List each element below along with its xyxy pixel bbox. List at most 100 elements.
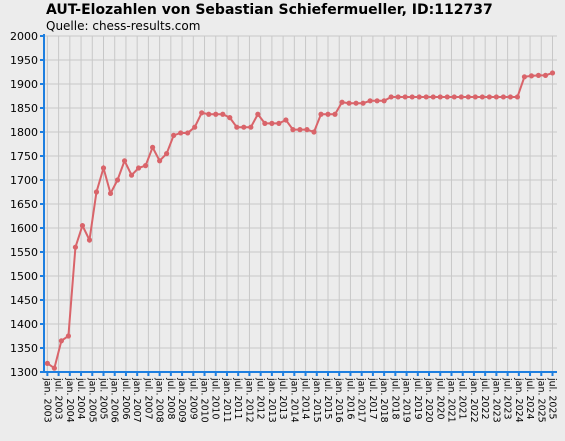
x-tick-label: jul. 2007 xyxy=(142,377,153,420)
data-point xyxy=(255,111,261,117)
data-point xyxy=(262,120,268,126)
x-tick-label: jan. 2004 xyxy=(64,377,75,423)
y-tick-label: 1300 xyxy=(10,366,38,379)
x-tick-label: jul. 2010 xyxy=(210,377,221,420)
x-tick-label: jan. 2016 xyxy=(333,377,344,423)
data-point xyxy=(220,111,226,117)
data-point xyxy=(79,223,86,229)
x-tick-label: jul. 2011 xyxy=(232,377,243,420)
x-tick-label: jul. 2014 xyxy=(300,377,311,420)
x-tick-label: jan. 2015 xyxy=(311,377,322,423)
x-tick-label: jul. 2005 xyxy=(97,377,108,420)
data-point xyxy=(479,94,485,100)
x-tick-label: jan. 2010 xyxy=(199,377,210,423)
x-tick-label: jul. 2013 xyxy=(277,377,288,420)
data-point xyxy=(423,94,429,100)
y-tick-label: 1450 xyxy=(10,294,38,307)
data-point xyxy=(388,94,394,100)
data-point xyxy=(346,100,352,106)
x-tick-label: jul. 2015 xyxy=(322,377,333,420)
data-point xyxy=(528,73,535,79)
x-tick-label: jan. 2003 xyxy=(41,377,52,423)
x-tick-label: jul. 2021 xyxy=(457,377,468,420)
x-tick-label: jan. 2012 xyxy=(243,377,254,423)
data-point xyxy=(353,100,359,106)
x-tick-label: jan. 2022 xyxy=(468,377,479,423)
x-tick-label: jul. 2003 xyxy=(53,377,64,420)
data-point xyxy=(185,130,191,136)
data-point xyxy=(142,163,149,169)
data-point xyxy=(430,94,436,100)
data-point xyxy=(367,98,373,104)
y-tick-label: 1850 xyxy=(10,102,38,115)
data-point xyxy=(86,237,93,243)
data-point xyxy=(290,127,296,133)
data-point xyxy=(227,115,233,121)
data-point xyxy=(486,94,492,100)
data-point xyxy=(297,127,303,133)
x-tick-label: jul. 2024 xyxy=(524,377,535,420)
y-tick-label: 1800 xyxy=(10,126,38,139)
data-point xyxy=(402,94,408,100)
data-point xyxy=(465,94,471,100)
y-tick-label: 1500 xyxy=(10,270,38,283)
y-tick-label: 1750 xyxy=(10,150,38,163)
data-point xyxy=(178,130,184,136)
data-point xyxy=(135,165,142,171)
x-tick-label: jan. 2023 xyxy=(490,377,501,423)
data-point xyxy=(100,165,107,171)
data-point xyxy=(374,98,380,104)
data-point xyxy=(409,94,415,100)
data-point xyxy=(199,110,205,116)
data-point xyxy=(521,74,528,80)
x-tick-label: jul. 2008 xyxy=(165,377,176,420)
y-tick-label: 1650 xyxy=(10,198,38,211)
data-point xyxy=(458,94,464,100)
chart-subtitle: Quelle: chess-results.com xyxy=(46,19,200,33)
data-point xyxy=(44,360,50,366)
data-point xyxy=(206,111,212,117)
data-point xyxy=(381,98,387,104)
data-point xyxy=(549,70,556,76)
x-tick-label: jan. 2006 xyxy=(109,377,120,423)
data-point xyxy=(318,111,324,117)
data-point xyxy=(192,124,198,130)
x-tick-label: jul. 2023 xyxy=(502,377,513,420)
data-point xyxy=(157,158,163,164)
x-tick-label: jul. 2016 xyxy=(344,377,355,420)
x-tick-label: jan. 2013 xyxy=(266,377,277,423)
x-tick-label: jan. 2019 xyxy=(401,377,412,423)
x-tick-label: jan. 2014 xyxy=(288,377,299,423)
y-tick-label: 2000 xyxy=(10,30,38,43)
data-point xyxy=(500,94,506,100)
y-tick-label: 1400 xyxy=(10,318,38,331)
x-tick-label: jan. 2005 xyxy=(86,377,97,423)
data-point xyxy=(51,365,57,371)
x-tick-label: jul. 2022 xyxy=(479,377,490,420)
x-tick-label: jan. 2017 xyxy=(356,377,367,423)
x-tick-label: jul. 2012 xyxy=(255,377,266,420)
x-tick-label: jul. 2020 xyxy=(434,377,445,420)
data-point xyxy=(493,94,499,100)
x-tick-label: jul. 2006 xyxy=(120,377,131,420)
data-point xyxy=(416,94,422,100)
y-tick-label: 1550 xyxy=(10,246,38,259)
data-point xyxy=(395,94,401,100)
x-tick-label: jul. 2009 xyxy=(187,377,198,420)
data-point xyxy=(128,172,135,178)
data-point xyxy=(304,127,310,133)
data-point xyxy=(65,333,72,339)
x-tick-label: jan. 2025 xyxy=(535,377,546,423)
data-point xyxy=(311,129,317,135)
data-point xyxy=(276,120,282,126)
x-tick-label: jan. 2021 xyxy=(445,377,456,423)
data-point xyxy=(107,190,114,197)
data-point xyxy=(213,111,219,117)
data-point xyxy=(171,132,177,138)
data-point xyxy=(451,94,457,100)
data-point xyxy=(283,117,289,123)
data-point xyxy=(507,94,514,100)
data-point xyxy=(121,158,128,164)
data-point xyxy=(58,338,64,344)
data-point xyxy=(332,111,338,117)
